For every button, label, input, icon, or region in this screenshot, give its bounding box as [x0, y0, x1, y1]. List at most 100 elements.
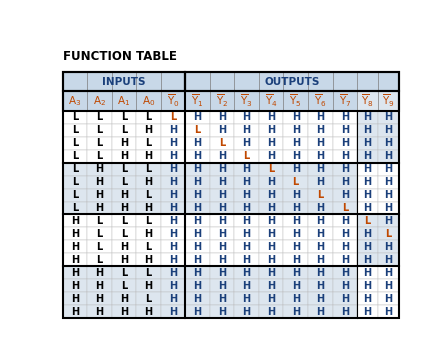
- Text: $\overline{\mathrm{Y}}_{7}$: $\overline{\mathrm{Y}}_{7}$: [339, 93, 351, 109]
- Bar: [87, 91, 112, 111]
- Text: H: H: [218, 164, 226, 174]
- Text: H: H: [243, 112, 251, 122]
- Bar: [357, 163, 378, 176]
- Bar: [357, 214, 378, 227]
- Text: L: L: [364, 216, 371, 226]
- Bar: [136, 111, 161, 124]
- Bar: [62, 201, 87, 214]
- Text: H: H: [316, 242, 324, 252]
- Text: H: H: [364, 281, 372, 291]
- Text: H: H: [316, 294, 324, 304]
- Bar: [378, 150, 399, 163]
- Bar: [378, 72, 399, 91]
- Bar: [62, 111, 87, 124]
- Text: H: H: [194, 177, 202, 187]
- Bar: [136, 176, 161, 188]
- Text: H: H: [218, 242, 226, 252]
- Text: L: L: [194, 125, 201, 135]
- Bar: [283, 150, 308, 163]
- Bar: [62, 266, 87, 279]
- Bar: [210, 188, 235, 201]
- Bar: [87, 241, 112, 253]
- Bar: [87, 111, 112, 124]
- Text: L: L: [96, 125, 102, 135]
- Text: H: H: [341, 281, 349, 291]
- Bar: [62, 188, 87, 201]
- Text: H: H: [144, 151, 153, 161]
- Bar: [136, 266, 161, 279]
- Bar: [210, 241, 235, 253]
- Text: L: L: [121, 177, 127, 187]
- Text: H: H: [291, 138, 300, 148]
- Bar: [62, 124, 87, 137]
- Text: H: H: [95, 307, 103, 317]
- Bar: [161, 150, 185, 163]
- Text: H: H: [267, 307, 275, 317]
- Bar: [283, 305, 308, 318]
- Bar: [112, 111, 136, 124]
- Bar: [235, 305, 259, 318]
- Bar: [62, 305, 87, 318]
- Bar: [378, 266, 399, 279]
- Text: H: H: [194, 307, 202, 317]
- Text: H: H: [194, 151, 202, 161]
- Text: H: H: [341, 125, 349, 135]
- Bar: [283, 241, 308, 253]
- Text: H: H: [384, 125, 392, 135]
- Bar: [210, 111, 235, 124]
- Bar: [308, 214, 332, 227]
- Bar: [308, 72, 332, 91]
- Bar: [185, 279, 210, 292]
- Text: H: H: [120, 203, 128, 213]
- Bar: [185, 241, 210, 253]
- Bar: [185, 176, 210, 188]
- Text: H: H: [267, 268, 275, 278]
- Bar: [185, 137, 210, 150]
- Bar: [283, 201, 308, 214]
- Bar: [112, 72, 136, 91]
- Text: H: H: [384, 177, 392, 187]
- Bar: [210, 91, 235, 111]
- Text: FUNCTION TABLE: FUNCTION TABLE: [62, 50, 176, 63]
- Text: H: H: [291, 190, 300, 200]
- Bar: [185, 72, 399, 91]
- Text: L: L: [146, 216, 152, 226]
- Text: H: H: [120, 294, 128, 304]
- Text: H: H: [71, 294, 79, 304]
- Bar: [185, 253, 210, 266]
- Bar: [235, 266, 259, 279]
- Bar: [112, 279, 136, 292]
- Bar: [161, 111, 185, 124]
- Text: H: H: [194, 294, 202, 304]
- Text: L: L: [72, 177, 78, 187]
- Text: H: H: [95, 203, 103, 213]
- Text: H: H: [218, 281, 226, 291]
- Bar: [378, 176, 399, 188]
- Bar: [235, 188, 259, 201]
- Text: H: H: [384, 294, 392, 304]
- Bar: [259, 201, 283, 214]
- Bar: [210, 279, 235, 292]
- Text: $\overline{\mathrm{Y}}_{2}$: $\overline{\mathrm{Y}}_{2}$: [216, 93, 228, 109]
- Bar: [62, 292, 87, 305]
- Bar: [357, 137, 378, 150]
- Bar: [161, 201, 185, 214]
- Text: H: H: [71, 242, 79, 252]
- Text: H: H: [316, 229, 324, 239]
- Text: H: H: [218, 268, 226, 278]
- Text: H: H: [169, 190, 177, 200]
- Bar: [185, 150, 210, 163]
- Bar: [136, 292, 161, 305]
- Text: H: H: [120, 138, 128, 148]
- Bar: [112, 214, 136, 227]
- Bar: [357, 241, 378, 253]
- Text: H: H: [341, 190, 349, 200]
- Text: H: H: [364, 164, 372, 174]
- Bar: [308, 266, 332, 279]
- Text: H: H: [316, 112, 324, 122]
- Text: H: H: [95, 164, 103, 174]
- Bar: [210, 266, 235, 279]
- Bar: [259, 188, 283, 201]
- Text: L: L: [170, 112, 176, 122]
- Bar: [332, 111, 357, 124]
